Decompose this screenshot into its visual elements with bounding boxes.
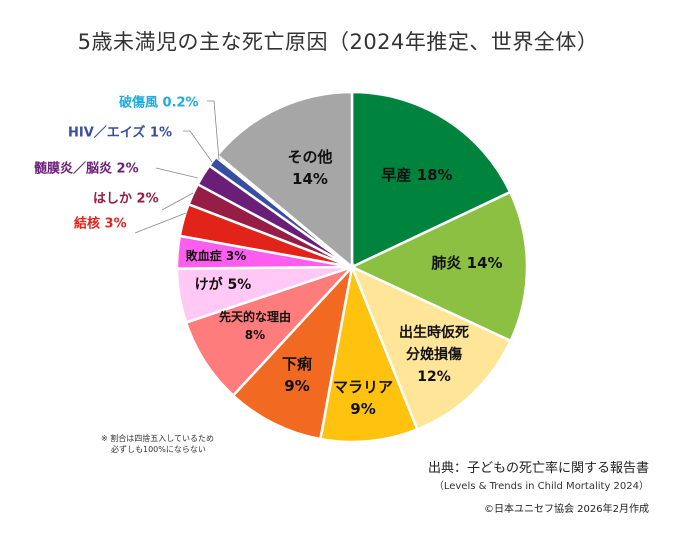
label-asphyxia: 出生時仮死 分娩損傷 12% xyxy=(399,322,469,388)
label-congenital: 先天的な理由 8% xyxy=(219,308,291,344)
label-other-line2: 14% xyxy=(292,170,328,188)
label-hiv: HIV／エイズ 1% xyxy=(68,125,172,141)
pie-slice-1 xyxy=(349,190,529,343)
label-malaria-line2: 9% xyxy=(350,400,376,418)
label-diarrhoea: 下痢 9% xyxy=(282,353,312,397)
pie-slice-13 xyxy=(215,90,354,270)
label-tb: 結核 3% xyxy=(74,216,127,232)
label-diarrhoea-line1: 下痢 xyxy=(281,355,313,373)
leader-line-tb xyxy=(134,212,187,234)
copyright: ©日本ユニセフ協会 2026年2月作成 xyxy=(484,504,649,515)
leader-lines xyxy=(134,100,220,234)
label-other-line1: その他 xyxy=(287,148,333,166)
leader-line-measles xyxy=(161,192,194,211)
pie-slice-2 xyxy=(349,264,513,431)
rounding-note: ※ 割合は四捨五入しているため 必ずしも100%にならない xyxy=(101,433,214,455)
leader-line-hiv xyxy=(183,130,213,163)
label-congenital-line1: 先天的な理由 xyxy=(218,310,292,324)
pie-slice-4 xyxy=(231,262,355,441)
label-injury: けが 5% xyxy=(194,277,252,293)
label-measles: はしか 2% xyxy=(93,191,159,207)
label-asphyxia-line2: 分娩損傷 xyxy=(406,347,462,363)
note-line1: ※ 割合は四捨五入しているため xyxy=(101,434,215,443)
label-meningitis: 髄膜炎／脳炎 2% xyxy=(34,161,139,177)
label-asphyxia-line1: 出生時仮死 xyxy=(399,325,469,341)
label-tetanus: 破傷風 0.2% xyxy=(119,95,199,111)
source-title: 出典：子どもの死亡率に関する報告書 xyxy=(427,461,649,476)
label-malaria-line1: マラリア xyxy=(332,378,394,396)
label-congenital-line2: 8% xyxy=(244,328,266,342)
leader-line-meningitis xyxy=(155,167,199,179)
label-other: その他 14% xyxy=(287,146,332,190)
label-diarrhoea-line2: 9% xyxy=(284,377,310,395)
source-subtitle: （Levels & Trends in Child Mortality 2024… xyxy=(433,481,649,492)
label-malaria: マラリア 9% xyxy=(333,376,393,420)
chart-title: 5歳未満児の主な死亡原因（2024年推定、世界全体） xyxy=(77,30,599,54)
label-asphyxia-line3: 12% xyxy=(417,369,451,385)
note-line2: 必ずしも100%にならない xyxy=(111,445,206,454)
leader-line-tetanus xyxy=(207,100,220,161)
pie-slice-0 xyxy=(350,90,512,269)
label-preterm: 早産 18% xyxy=(381,166,453,184)
label-sepsis: 敗血症 3% xyxy=(185,249,247,263)
label-pneumonia: 肺炎 14% xyxy=(431,254,503,272)
